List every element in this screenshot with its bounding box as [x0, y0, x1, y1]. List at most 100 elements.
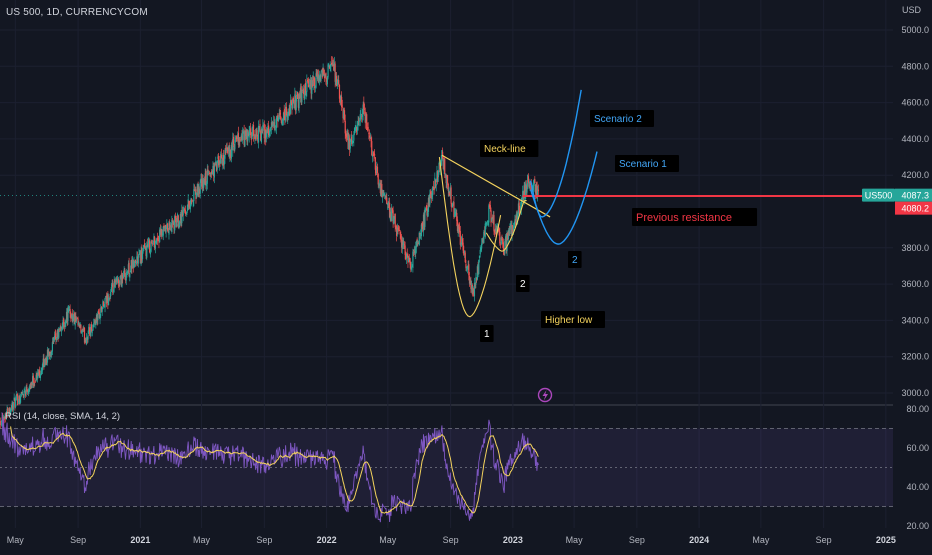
candle-body: [95, 324, 97, 325]
candle-body: [284, 115, 286, 120]
candle-body: [331, 62, 333, 65]
candle-series[interactable]: [0, 56, 539, 429]
candle-body: [372, 155, 374, 157]
candle-body: [383, 193, 385, 196]
candle-body: [490, 210, 492, 223]
candle-body: [87, 334, 89, 340]
candle: [427, 196, 430, 217]
candle-body: [289, 107, 291, 115]
candle-body: [83, 327, 86, 343]
candle: [289, 103, 291, 117]
candle: [309, 74, 311, 90]
candle-body: [289, 99, 292, 114]
candle-body: [410, 263, 412, 270]
candle: [376, 163, 379, 178]
candle-body: [143, 245, 145, 247]
candle: [148, 237, 150, 247]
candle: [440, 155, 442, 167]
candle-body: [156, 237, 159, 241]
candle-body: [535, 183, 537, 195]
candle: [198, 186, 201, 198]
candle: [194, 186, 196, 195]
candle-body: [41, 370, 43, 372]
candle: [210, 169, 213, 178]
time-axis-background: [0, 529, 893, 550]
rsi-pane[interactable]: [0, 412, 893, 523]
candle-body: [324, 74, 326, 77]
candle-body: [512, 226, 515, 231]
candle-body: [464, 252, 466, 263]
candle-body: [174, 216, 177, 219]
candle: [263, 120, 265, 145]
candle: [4, 413, 6, 419]
candle: [230, 149, 232, 161]
candle: [46, 346, 49, 366]
candle: [96, 313, 98, 326]
candle: [529, 178, 531, 191]
candle: [377, 172, 379, 188]
candle: [134, 259, 137, 267]
candle: [277, 116, 280, 122]
candle-body: [165, 227, 167, 233]
candle-body: [175, 216, 177, 227]
candle: [307, 77, 309, 88]
candle-body: [258, 126, 260, 127]
candle: [373, 150, 375, 162]
neckline: [441, 154, 551, 218]
lightning-icon[interactable]: [537, 387, 553, 403]
candle: [216, 160, 218, 174]
candle-body: [68, 307, 70, 309]
candle: [272, 121, 274, 127]
candle-body: [400, 235, 402, 241]
candle: [389, 208, 391, 222]
candle-body: [93, 321, 96, 323]
grid-lines: [0, 0, 932, 528]
candle-body: [254, 134, 256, 138]
candle: [411, 264, 413, 268]
candle-body: [424, 208, 426, 227]
candle-body: [115, 281, 117, 282]
candle: [513, 221, 515, 229]
candle-body: [514, 219, 517, 224]
candle-body: [263, 123, 265, 139]
candle: [17, 398, 20, 404]
candle-body: [241, 135, 243, 141]
candle: [501, 234, 503, 241]
candle-body: [89, 330, 91, 336]
candle: [287, 108, 290, 121]
candle: [112, 288, 115, 295]
candle: [374, 149, 376, 159]
candle: [0, 417, 2, 429]
candle-body: [408, 257, 410, 259]
candle-body: [308, 85, 310, 87]
candle-body: [64, 322, 66, 327]
rsi-tick-label: 20.00: [906, 521, 929, 531]
candle: [488, 203, 490, 228]
candle: [285, 102, 287, 116]
candle: [345, 129, 347, 141]
candle: [239, 136, 242, 142]
time-axis[interactable]: May Sep 2021 May Sep 2022 May Sep 2023 May Sep 2024…: [0, 529, 896, 550]
candle-body: [259, 123, 261, 131]
candle-body: [231, 145, 233, 150]
candle: [376, 161, 378, 176]
candle: [527, 174, 529, 190]
candle: [179, 211, 182, 226]
candle-body: [341, 105, 343, 107]
price-axis[interactable]: 5000.04800.04600.04400.04200.03800.03600…: [862, 0, 932, 550]
candle-body: [437, 170, 439, 178]
candle-body: [473, 288, 475, 297]
candle-body: [237, 132, 240, 145]
candle-body: [139, 251, 141, 264]
candle: [249, 125, 251, 136]
candle: [336, 78, 338, 90]
candle-body: [376, 167, 378, 173]
candle: [423, 210, 425, 231]
candle: [231, 140, 233, 150]
candle-body: [301, 89, 304, 91]
candle-body: [375, 167, 377, 173]
candle: [366, 122, 369, 132]
candle: [203, 178, 205, 191]
